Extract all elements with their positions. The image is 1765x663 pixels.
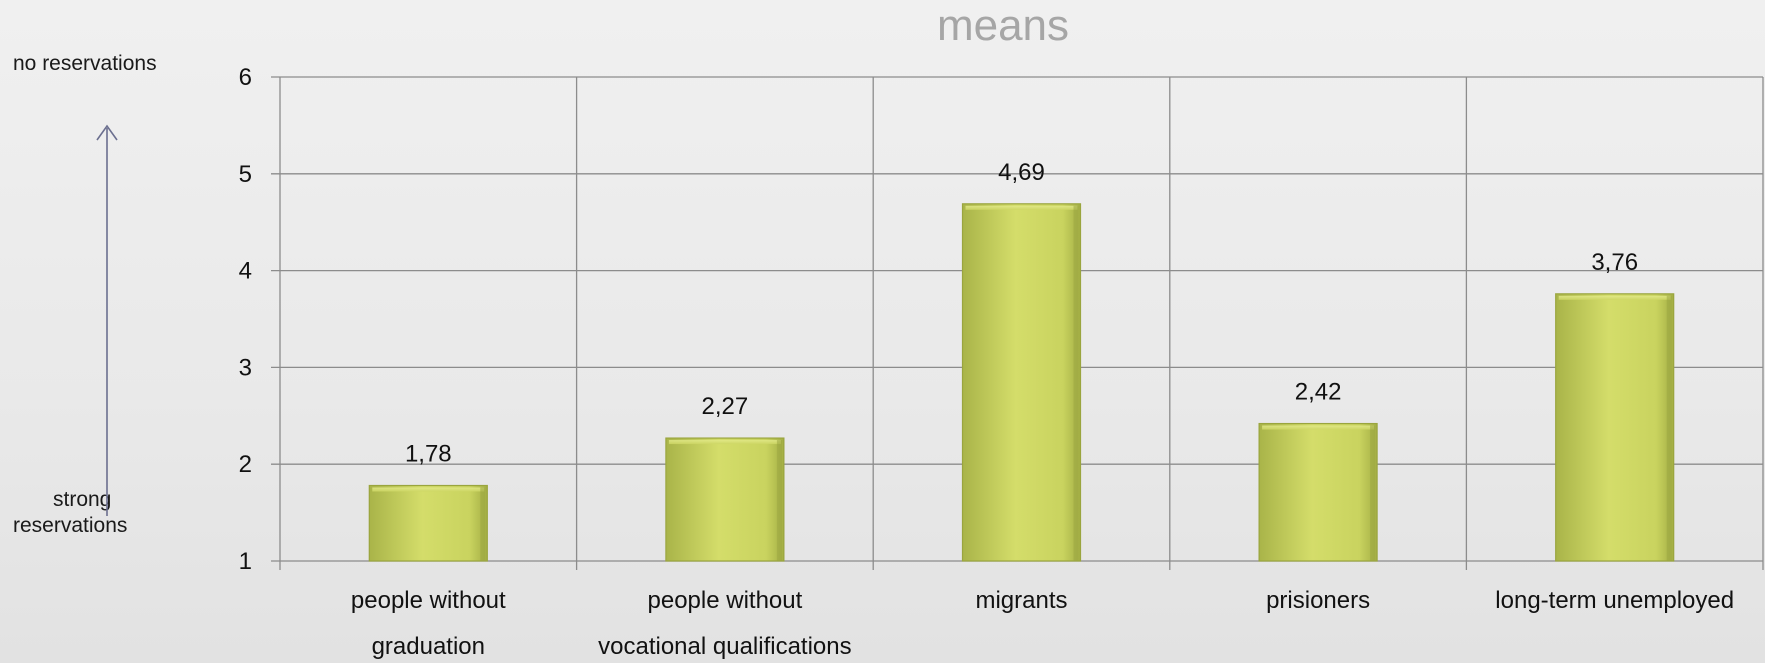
bar	[665, 437, 785, 562]
bar-top-bevel	[1262, 425, 1375, 430]
data-label: 2,27	[702, 393, 749, 420]
data-label: 2,42	[1295, 379, 1342, 406]
bar	[961, 203, 1082, 562]
x-category-label: prisioners	[1266, 587, 1370, 614]
bar-side-bevel	[1370, 425, 1376, 561]
reservation-arrow-head-icon	[96, 124, 118, 141]
y-tick-label: 6	[239, 64, 252, 91]
bar	[1258, 422, 1378, 562]
data-label: 4,69	[998, 159, 1045, 186]
chart-title: means	[937, 1, 1069, 50]
bar-top-bevel	[1558, 295, 1671, 300]
bar-side-bevel	[1666, 295, 1672, 561]
bar-top-bevel	[965, 205, 1078, 210]
data-label: 3,76	[1591, 249, 1638, 276]
x-category-label: graduation	[372, 633, 485, 660]
y-tick-label: 3	[239, 354, 252, 381]
bar	[1555, 293, 1675, 562]
x-category-label: people without	[648, 587, 803, 614]
bar	[368, 484, 488, 562]
y-tick-label: 1	[239, 548, 252, 575]
y-tick-label: 4	[239, 258, 252, 285]
no-reservations-label: no reservations	[13, 52, 157, 75]
y-tick-label: 2	[239, 451, 252, 478]
strong-reservations-label-line1: strong	[53, 488, 112, 511]
bar-side-bevel	[776, 440, 782, 561]
x-category-label: people without	[351, 587, 506, 614]
bar-top-bevel	[668, 440, 781, 445]
strong-reservations-label-line2: reservations	[13, 514, 128, 537]
bar-side-bevel	[480, 487, 486, 561]
x-category-label: migrants	[975, 587, 1067, 614]
x-category-label: long-term unemployed	[1495, 587, 1734, 614]
x-category-label: vocational qualifications	[598, 633, 852, 660]
data-label: 1,78	[405, 440, 452, 467]
bar-side-bevel	[1073, 205, 1079, 562]
bar-top-bevel	[372, 487, 485, 492]
y-tick-label: 5	[239, 161, 252, 188]
